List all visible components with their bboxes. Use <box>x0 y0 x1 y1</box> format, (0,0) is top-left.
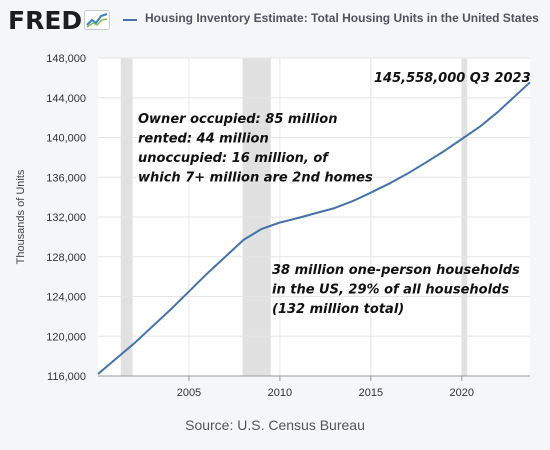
annotation-line: rented: 44 million <box>138 132 269 147</box>
x-tick-label: 2015 <box>359 387 383 399</box>
x-tick-label: 2005 <box>177 387 201 399</box>
y-tick-label: 144,000 <box>46 93 86 105</box>
annotation-line: which 7+ million are 2nd homes <box>138 171 373 186</box>
chart-trend-icon <box>84 10 111 30</box>
line-chart: 116,000 120,000 124,000 128,000 132,000 136,0… <box>15 53 531 399</box>
y-tick-label: 132,000 <box>46 212 86 224</box>
fred-logo[interactable]: FRED <box>8 6 111 35</box>
y-axis-label: Thousands of Units <box>15 169 27 264</box>
x-tick-label: 2020 <box>450 387 474 399</box>
y-tick-label: 120,000 <box>46 331 86 343</box>
x-tick-label: 2010 <box>268 387 292 399</box>
y-tick-label: 140,000 <box>46 133 86 145</box>
annotation-line: 38 million one-person households <box>272 263 520 278</box>
y-tick-label: 116,000 <box>47 371 86 383</box>
annotation-line: Owner occupied: 85 million <box>138 112 337 127</box>
y-tick-label: 124,000 <box>46 292 86 304</box>
annotation-line: unoccupied: 16 million, of <box>138 151 330 166</box>
annotation: 38 million one-person households in the U… <box>272 263 520 317</box>
annotation: 145,558,000 Q3 2023 <box>374 71 531 86</box>
chart-header: FRED Housing Inventory Estimate: Total H… <box>0 0 550 52</box>
annotation-line: (132 million total) <box>272 302 404 317</box>
y-tick-label: 128,000 <box>46 252 86 264</box>
y-tick-label: 136,000 <box>46 172 86 184</box>
chart-title: Housing Inventory Estimate: Total Housin… <box>145 11 539 25</box>
fred-logo-text: FRED <box>8 6 83 35</box>
y-tick-label: 148,000 <box>46 53 86 65</box>
legend-swatch <box>123 19 137 21</box>
annotation-line: 145,558,000 Q3 2023 <box>374 71 531 86</box>
source-note: Source: U.S. Census Bureau <box>185 417 365 433</box>
annotation: Owner occupied: 85 million rented: 44 mil… <box>138 112 373 186</box>
annotation-line: in the US, 29% of all households <box>272 283 509 298</box>
series-line <box>97 81 531 375</box>
